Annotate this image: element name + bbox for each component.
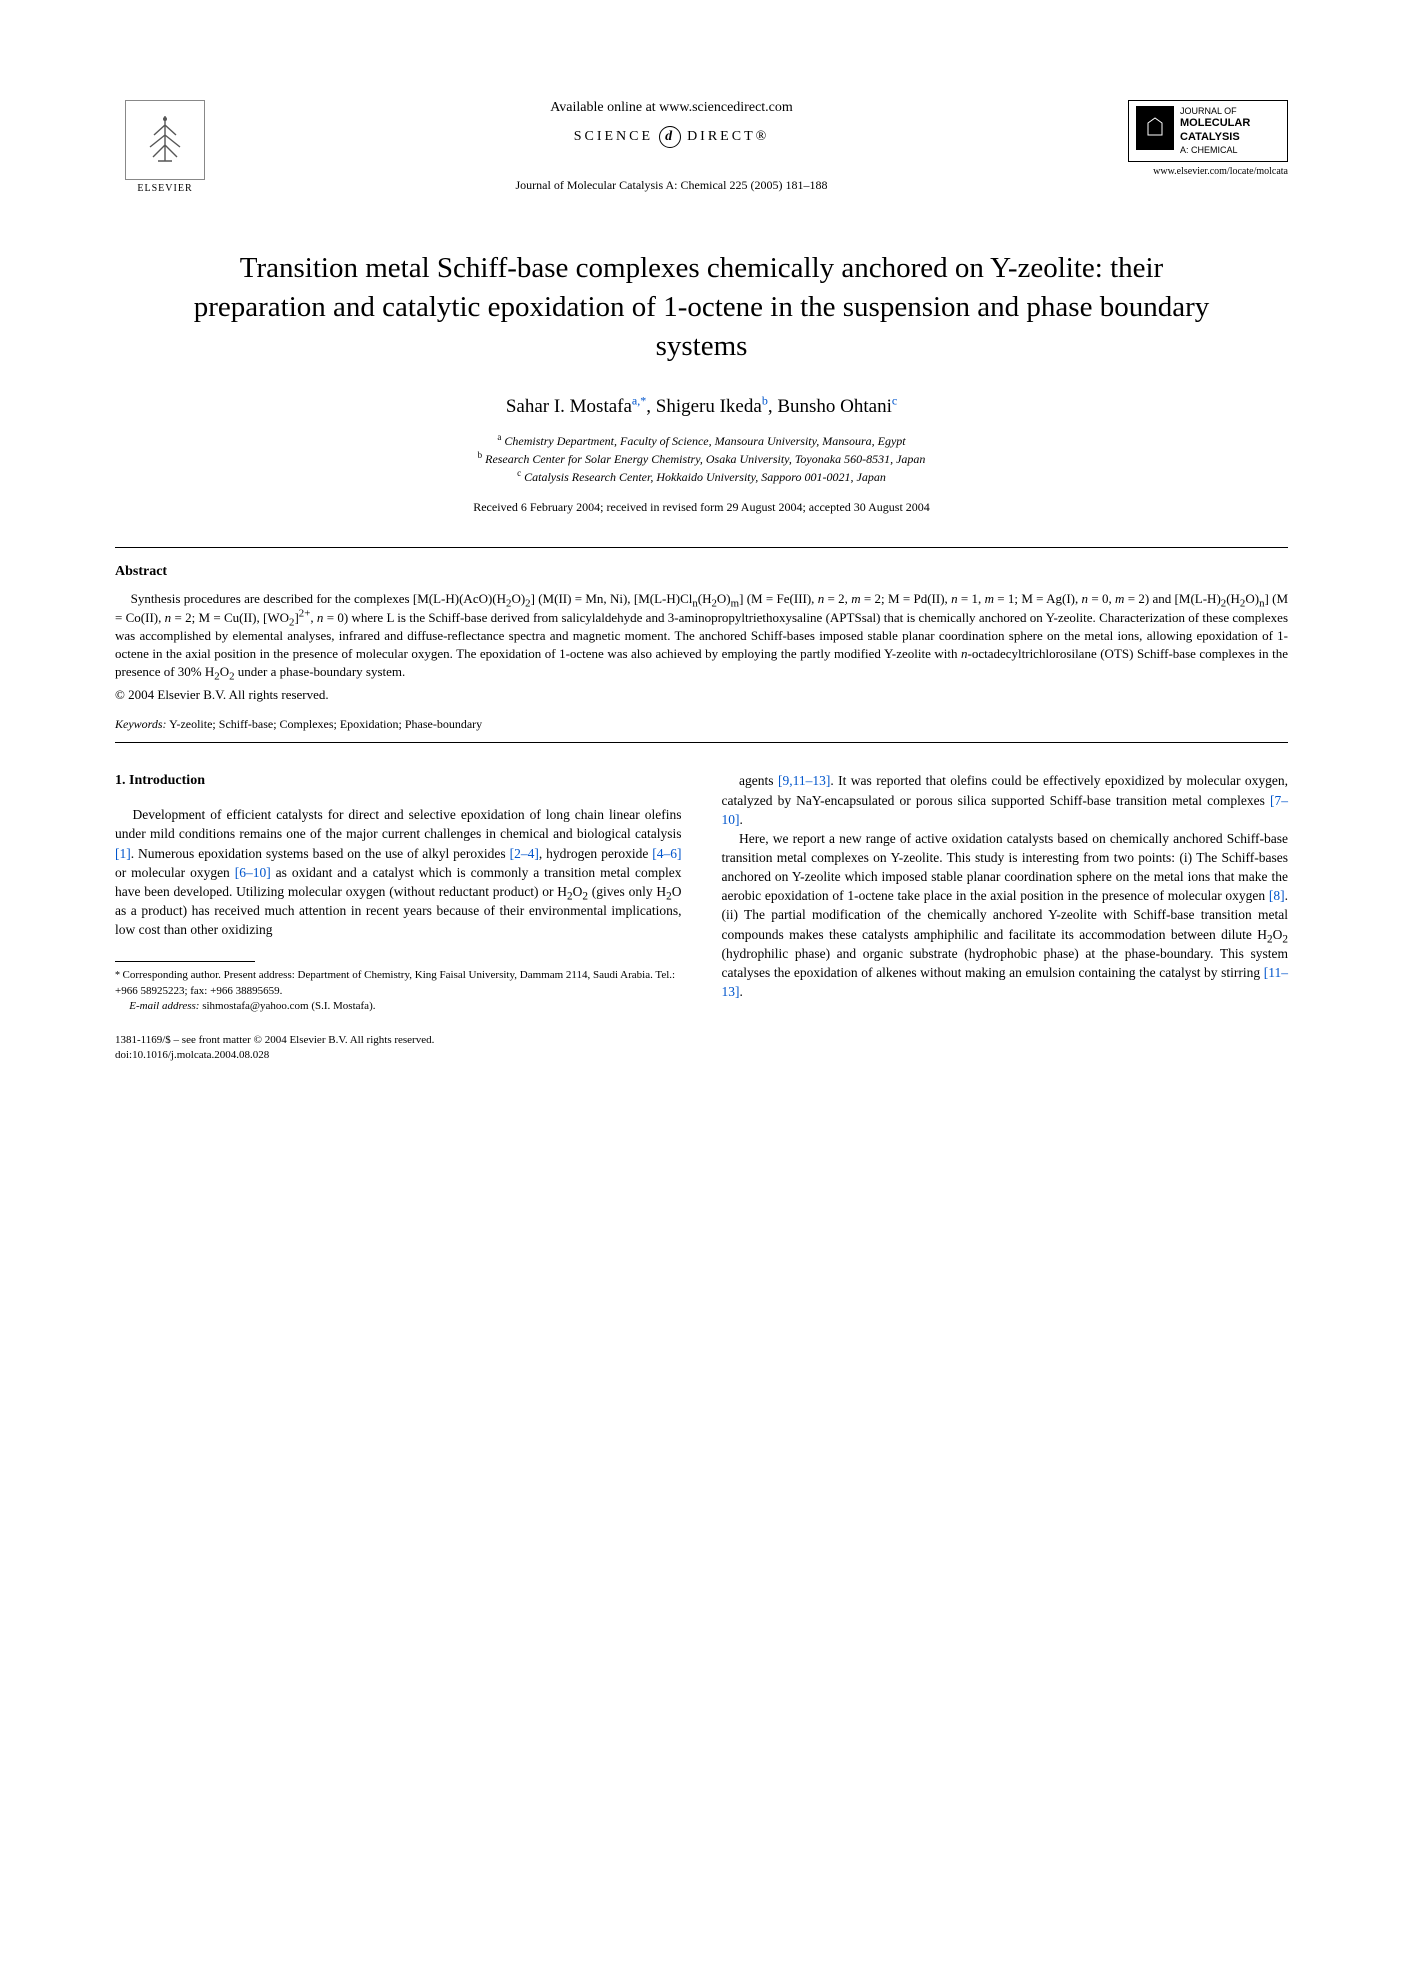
- abstract-heading: Abstract: [115, 564, 1288, 580]
- elsevier-label: ELSEVIER: [115, 183, 215, 194]
- email-label: E-mail address:: [129, 1000, 199, 1012]
- available-online-text: Available online at www.sciencedirect.co…: [235, 100, 1108, 116]
- badge-line2: MOLECULAR: [1180, 117, 1250, 131]
- footnote-text: Corresponding author. Present address: D…: [115, 969, 675, 996]
- abstract-text: Synthesis procedures are described for t…: [115, 590, 1288, 681]
- email-value: sihmostafa@yahoo.com (S.I. Mostafa).: [199, 1000, 375, 1012]
- divider-bottom: [115, 742, 1288, 743]
- keywords-label: Keywords:: [115, 717, 167, 731]
- keywords: Keywords: Y-zeolite; Schiff-base; Comple…: [115, 717, 1288, 732]
- left-column: 1. Introduction Development of efficient…: [115, 771, 682, 1063]
- journal-reference: Journal of Molecular Catalysis A: Chemic…: [235, 178, 1108, 193]
- header-center: Available online at www.sciencedirect.co…: [215, 100, 1128, 193]
- affiliation-b: b Research Center for Solar Energy Chemi…: [115, 450, 1288, 468]
- affiliation-a: a Chemistry Department, Faculty of Scien…: [115, 432, 1288, 450]
- sciencedirect-right: DIRECT®: [687, 129, 769, 145]
- intro-paragraph-3: Here, we report a new range of active ox…: [722, 829, 1289, 1001]
- badge-line3: CATALYSIS: [1180, 131, 1250, 145]
- journal-url: www.elsevier.com/locate/molcata: [1128, 166, 1288, 177]
- footnote-star-icon: *: [115, 970, 123, 981]
- corresponding-author-footnote: * Corresponding author. Present address:…: [115, 968, 682, 999]
- body-columns: 1. Introduction Development of efficient…: [115, 771, 1288, 1063]
- authors: Sahar I. Mostafaa,*, Shigeru Ikedab, Bun…: [115, 396, 1288, 418]
- keywords-text: Y-zeolite; Schiff-base; Complexes; Epoxi…: [167, 717, 483, 731]
- article-dates: Received 6 February 2004; received in re…: [115, 500, 1288, 515]
- doi-line: doi:10.1016/j.molcata.2004.08.028: [115, 1048, 682, 1064]
- divider-top: [115, 547, 1288, 548]
- elsevier-logo: ELSEVIER: [115, 100, 215, 194]
- badge-line4: A: CHEMICAL: [1180, 145, 1250, 156]
- journal-badge-box: JOURNAL OF MOLECULAR CATALYSIS A: CHEMIC…: [1128, 100, 1288, 162]
- journal-badge-text: JOURNAL OF MOLECULAR CATALYSIS A: CHEMIC…: [1180, 106, 1250, 156]
- article-title: Transition metal Schiff-base complexes c…: [115, 249, 1288, 366]
- intro-paragraph-1: Development of efficient catalysts for d…: [115, 805, 682, 939]
- introduction-heading: 1. Introduction: [115, 771, 682, 791]
- copyright-line: © 2004 Elsevier B.V. All rights reserved…: [115, 687, 1288, 703]
- front-matter-line: 1381-1169/$ – see front matter © 2004 El…: [115, 1033, 682, 1049]
- badge-line1: JOURNAL OF: [1180, 106, 1250, 117]
- footnote-rule: [115, 961, 255, 962]
- elsevier-tree-icon: [125, 100, 205, 180]
- sciencedirect-icon: d: [659, 126, 681, 148]
- header-row: ELSEVIER Available online at www.science…: [115, 100, 1288, 194]
- intro-paragraph-2: agents [9,11–13]. It was reported that o…: [722, 771, 1289, 828]
- science-direct-brand: SCIENCE d DIRECT®: [235, 126, 1108, 148]
- journal-badge: JOURNAL OF MOLECULAR CATALYSIS A: CHEMIC…: [1128, 100, 1288, 177]
- sciencedirect-left: SCIENCE: [574, 129, 653, 145]
- right-column: agents [9,11–13]. It was reported that o…: [722, 771, 1289, 1063]
- affiliations: a Chemistry Department, Faculty of Scien…: [115, 432, 1288, 486]
- affiliation-c: c Catalysis Research Center, Hokkaido Un…: [115, 468, 1288, 486]
- email-footnote: E-mail address: sihmostafa@yahoo.com (S.…: [115, 999, 682, 1014]
- journal-badge-icon: [1136, 106, 1174, 150]
